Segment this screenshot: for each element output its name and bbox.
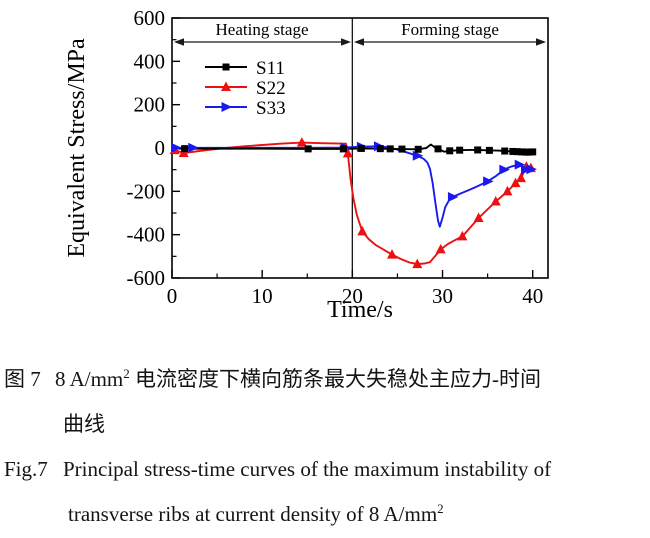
marker-s22 <box>515 172 526 183</box>
marker-s33 <box>520 164 532 175</box>
marker-s33 <box>171 142 182 153</box>
y-tick-label: -200 <box>127 179 166 203</box>
y-tick-label: 600 <box>134 6 166 30</box>
x-tick-label: 0 <box>167 284 178 308</box>
legend-marker-s33 <box>221 102 232 112</box>
chart-legend: S11 S22 S33 <box>205 58 286 119</box>
figure-caption: 图 7 8 A/mm2 电流密度下横向筋条最大失稳处主应力-时间 曲线 Fig.7… <box>0 352 650 528</box>
marker-s33 <box>412 150 424 161</box>
forming-arrow-right-head-icon <box>536 38 546 46</box>
marker-s22 <box>178 147 189 157</box>
marker-s22 <box>296 137 307 147</box>
marker-s11 <box>434 145 442 153</box>
plot-static: Heating stage Forming stage Time/s Equiv… <box>64 17 549 323</box>
caption-en-line1: Fig.7 Principal stress-time curves of the… <box>4 455 644 483</box>
marker-s11 <box>398 145 406 153</box>
caption-zh-text: 8 A/mm2 电流密度下横向筋条最大失稳处主应力-时间 <box>55 366 542 391</box>
series-line-s22 <box>171 141 532 266</box>
marker-s11 <box>485 146 493 154</box>
y-axis-title: Equivalent Stress/MPa <box>64 38 90 258</box>
heating-stage-label: Heating stage <box>216 20 309 39</box>
marker-s11 <box>386 145 394 153</box>
x-tick-label: 20 <box>342 284 363 308</box>
legend-marker-s22 <box>221 81 231 91</box>
caption-en-text: Principal stress-time curves of the maxi… <box>63 457 552 481</box>
y-tick-label: -400 <box>127 223 166 247</box>
caption-en-fig-label: Fig.7 <box>4 457 48 481</box>
chart-area: Heating stage Forming stage Time/s Equiv… <box>64 6 549 323</box>
marker-s22 <box>490 196 501 206</box>
forming-stage-label: Forming stage <box>401 20 499 39</box>
legend-label-s22: S22 <box>256 78 286 99</box>
marker-s11 <box>509 147 517 155</box>
marker-s11 <box>518 148 526 156</box>
x-tick-label: 30 <box>432 284 453 308</box>
marker-s11 <box>339 145 347 153</box>
legend-item-s33 <box>205 102 247 112</box>
series-layer <box>169 137 537 269</box>
x-axis-title: Time/s <box>327 297 393 323</box>
marker-s11 <box>414 145 422 153</box>
marker-s22 <box>412 258 423 269</box>
legend-marker-s11 <box>222 63 230 71</box>
marker-s22 <box>510 177 521 188</box>
marker-s11 <box>304 145 312 153</box>
marker-s22 <box>457 230 468 241</box>
marker-s11 <box>357 144 365 152</box>
marker-s33 <box>447 191 459 202</box>
marker-s22 <box>387 249 398 259</box>
marker-s11 <box>529 148 537 156</box>
marker-s33 <box>188 142 199 153</box>
marker-s33 <box>483 176 494 187</box>
legend-item-s11 <box>205 63 247 71</box>
marker-s22 <box>342 147 353 158</box>
legend-label-s33: S33 <box>256 98 286 119</box>
caption-en-line2: transverse ribs at current density of 8 … <box>68 501 444 526</box>
forming-arrow-left-head-icon <box>354 38 364 46</box>
marker-s11 <box>474 146 482 154</box>
marker-s11 <box>521 148 529 156</box>
marker-s11 <box>501 147 509 155</box>
marker-s22 <box>357 225 368 236</box>
marker-s22 <box>473 212 484 222</box>
marker-s11 <box>456 146 464 154</box>
marker-s33 <box>499 164 510 175</box>
y-tick-label: 400 <box>134 49 166 73</box>
stress-time-chart: Heating stage Forming stage Time/s Equiv… <box>64 6 549 323</box>
legend-item-s22 <box>205 81 247 91</box>
marker-s22 <box>435 243 446 254</box>
heating-arrow-left-head-icon <box>174 38 184 46</box>
y-tick-label: 200 <box>134 93 166 117</box>
tick-layer: 0 10 20 30 40 600 400 200 0 -200 -400 -600 <box>127 6 544 308</box>
marker-s22 <box>502 185 513 196</box>
caption-zh-fig-label: 图 7 <box>4 367 41 391</box>
x-tick-label: 10 <box>252 284 273 308</box>
legend-label-s11: S11 <box>256 58 285 79</box>
marker-s11 <box>446 147 454 155</box>
marker-s33 <box>514 159 526 170</box>
x-tick-label: 40 <box>522 284 543 308</box>
marker-s11 <box>525 148 533 156</box>
y-tick-label: -600 <box>127 266 166 290</box>
marker-s11 <box>513 148 521 156</box>
marker-s11 <box>181 145 189 153</box>
marker-s33 <box>526 164 537 175</box>
caption-zh-line1: 图 7 8 A/mm2 电流密度下横向筋条最大失稳处主应力-时间 <box>4 365 644 393</box>
y-tick-label: 0 <box>155 136 166 160</box>
caption-zh-line2: 曲线 <box>63 412 105 436</box>
marker-s11 <box>376 145 384 153</box>
heating-arrow-right-head-icon <box>341 38 351 46</box>
